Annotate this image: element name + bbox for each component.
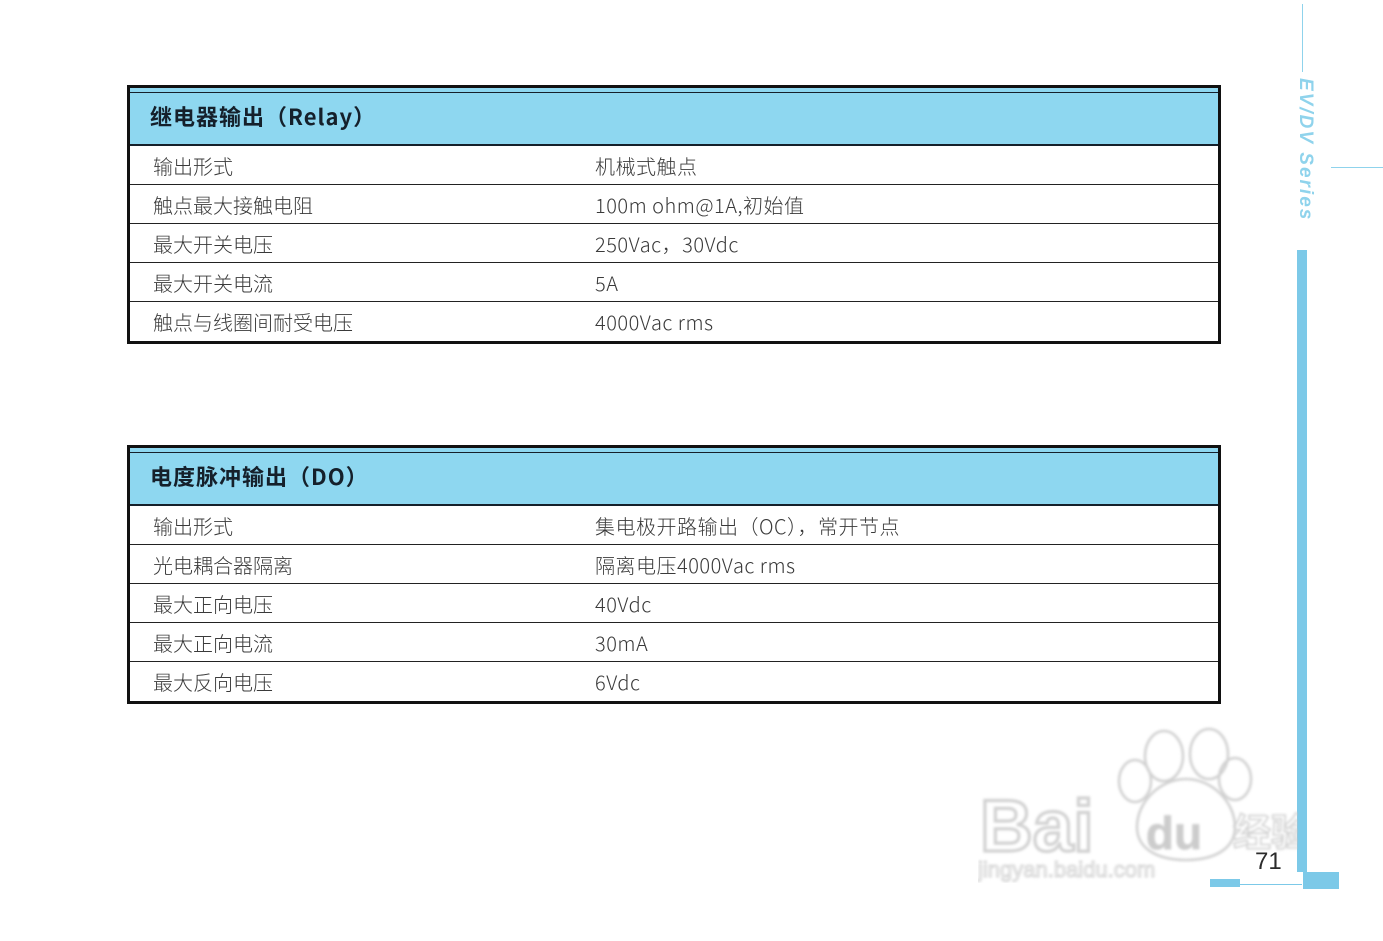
svg-text:du: du [1146,807,1202,859]
svg-text:Bai: Bai [980,786,1094,867]
svg-text:经验: 经验 [1233,802,1298,857]
svg-text:jingyan.baidu.com: jingyan.baidu.com [978,857,1155,882]
